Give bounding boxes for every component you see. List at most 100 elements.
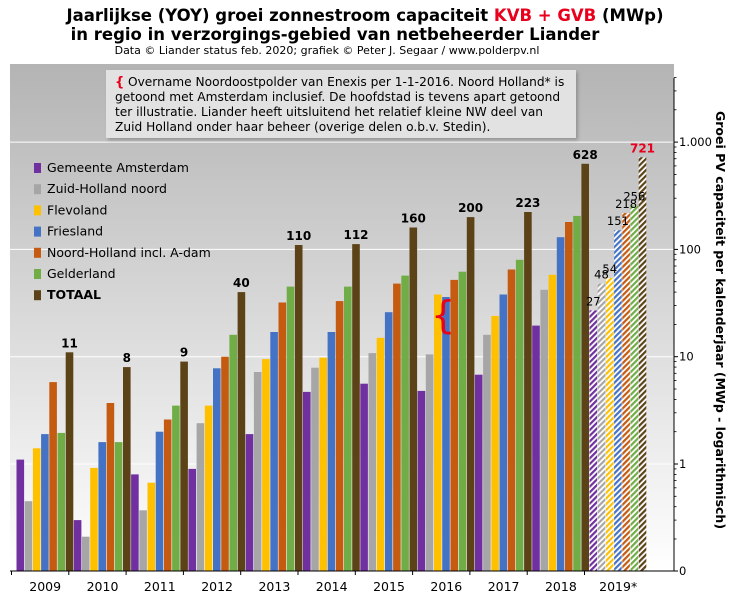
bar-2012-friesland <box>213 368 221 571</box>
legend-label: Friesland <box>47 224 103 239</box>
bar-2015-friesland <box>384 312 393 571</box>
estimate-label: 54 <box>602 262 617 276</box>
legend-swatch <box>34 163 41 173</box>
bar-2013-friesland <box>270 332 278 571</box>
bar-series <box>16 157 647 572</box>
total-label: 9 <box>180 346 188 360</box>
bar-2015-zuid-holland-noord <box>368 353 377 571</box>
bar-2009-gemeente-amsterdam <box>16 459 25 571</box>
bar-2015-flevoland <box>376 337 385 571</box>
bar-2014-gemeente-amsterdam <box>303 391 311 571</box>
bar-2016-flevoland <box>434 294 442 571</box>
y-tick-label: 100 <box>679 242 701 256</box>
bar-2015-noord-holland-incl-a-dam <box>393 283 401 571</box>
chart-source: Data © Liander status feb. 2020; grafiek… <box>115 44 540 57</box>
bar-2013-totaal <box>294 245 303 571</box>
bar-2011-gelderland <box>172 405 180 571</box>
y-tick-label: 1 <box>679 457 686 471</box>
bar-2010-flevoland <box>90 467 98 571</box>
x-tick-label: 2016 <box>430 579 462 594</box>
total-label: 11 <box>61 336 78 350</box>
legend-label: Noord-Holland incl. A-dam <box>47 245 211 260</box>
estimate-label: 256 <box>623 190 645 204</box>
note-line-4: Zuid Holland onder haar beheer (overige … <box>115 120 490 134</box>
y-tick-label: 0 <box>679 564 686 578</box>
total-label: 628 <box>573 148 598 162</box>
x-tick-label: 2019* <box>599 579 637 594</box>
bar-2018-gemeente-amsterdam <box>532 325 540 571</box>
bar-2009-noord-holland-incl-a-dam <box>49 382 57 571</box>
bar-2015-gemeente-amsterdam <box>360 383 368 571</box>
total-label: 110 <box>286 229 311 243</box>
bar-2019-gemeente-amsterdam <box>589 310 598 571</box>
legend: Gemeente Amsterdam Zuid-Holland noord Flev… <box>34 160 211 302</box>
bar-2011-flevoland <box>147 482 156 571</box>
total-label: 112 <box>343 228 368 242</box>
legend-swatch <box>34 226 41 237</box>
chart-title-line2: in regio in verzorgings-gebied van netbe… <box>71 25 601 44</box>
note-background <box>106 70 576 138</box>
note-line-3: ter illustratie. Liander heeft uitsluite… <box>115 105 543 119</box>
bar-2009-friesland <box>41 434 49 571</box>
bar-2018-friesland <box>556 237 565 571</box>
bar-2010-zuid-holland-noord <box>82 536 90 571</box>
bar-2019-gelderland <box>630 205 639 571</box>
bar-2018-flevoland <box>548 274 557 571</box>
bar-2017-zuid-holland-noord <box>483 334 491 571</box>
x-tick-label: 2010 <box>87 579 119 594</box>
total-label: 721 <box>630 141 655 155</box>
bar-2012-totaal <box>237 292 246 571</box>
total-label: 40 <box>233 276 250 290</box>
legend-swatch <box>34 205 41 216</box>
legend-label: Gemeente Amsterdam <box>47 160 189 175</box>
x-tick-label: 2017 <box>488 579 520 594</box>
bar-2011-gemeente-amsterdam <box>131 474 139 571</box>
bar-2016-totaal <box>466 217 475 571</box>
bar-2017-gemeente-amsterdam <box>474 374 483 571</box>
bar-2010-totaal <box>123 367 131 571</box>
note-box: { Overname Noordoostpolder van Enexis pe… <box>106 70 576 138</box>
bar-2014-noord-holland-incl-a-dam <box>335 301 344 571</box>
x-tick-label: 2018 <box>545 579 577 594</box>
note-line-1: Overname Noordoostpolder van Enexis per … <box>128 75 564 89</box>
bar-2014-totaal <box>352 244 360 571</box>
bar-2014-zuid-holland-noord <box>311 367 319 571</box>
bar-2013-noord-holland-incl-a-dam <box>278 302 287 571</box>
bar-2012-gemeente-amsterdam <box>188 468 196 571</box>
x-tick-label: 2015 <box>373 579 405 594</box>
bar-2015-totaal <box>409 227 418 571</box>
bar-2010-friesland <box>98 442 106 571</box>
bar-2017-noord-holland-incl-a-dam <box>507 269 516 571</box>
bar-2019-friesland <box>614 230 622 571</box>
estimate-label: 218 <box>615 197 637 211</box>
estimate-label: 151 <box>607 214 629 228</box>
y-tick-label: 1.000 <box>679 135 712 149</box>
bar-2016-gemeente-amsterdam <box>417 390 426 571</box>
bar-2015-gelderland <box>401 275 409 571</box>
bar-2013-gelderland <box>286 286 295 571</box>
overname-brace-marker: { <box>431 293 455 337</box>
bar-2017-friesland <box>499 294 508 571</box>
bar-2017-totaal <box>524 212 532 571</box>
legend-label: Zuid-Holland noord <box>47 181 167 196</box>
bar-2010-noord-holland-incl-a-dam <box>106 403 115 571</box>
bar-2010-gelderland <box>114 442 123 571</box>
bar-2014-flevoland <box>319 357 327 571</box>
bar-2013-gemeente-amsterdam <box>245 434 254 571</box>
bar-2017-flevoland <box>491 315 499 571</box>
bar-2018-zuid-holland-noord <box>540 289 548 571</box>
bar-2011-noord-holland-incl-a-dam <box>163 419 172 571</box>
legend-swatch <box>34 184 41 195</box>
chart-title-line1: Jaarlijkse (YOY) groei zonnestroom capac… <box>65 6 663 25</box>
y-tick-label: 10 <box>679 350 694 364</box>
legend-label: Gelderland <box>47 266 116 281</box>
legend-swatch <box>34 247 41 258</box>
bar-2018-gelderland <box>573 215 581 571</box>
bar-2012-noord-holland-incl-a-dam <box>221 356 229 571</box>
legend-label: TOTAAL <box>47 287 101 302</box>
bar-2013-zuid-holland-noord <box>253 372 262 571</box>
x-tick-label: 2014 <box>316 579 348 594</box>
estimate-label: 27 <box>586 294 601 308</box>
